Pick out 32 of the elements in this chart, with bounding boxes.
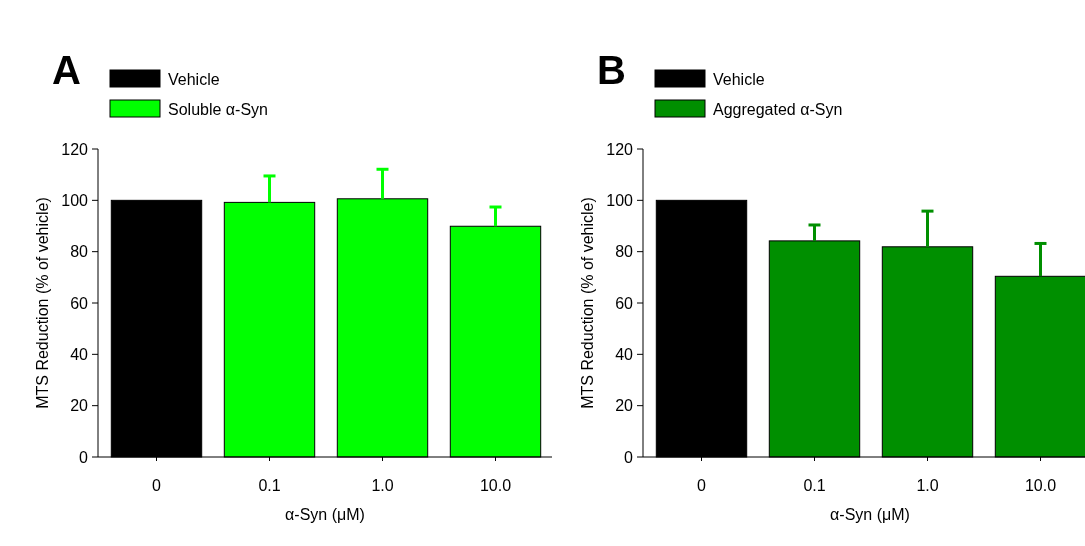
x-axis-title: α-Syn (μM) [285,506,365,523]
y-tick-label: 60 [615,294,634,312]
x-tick-label: 1.0 [371,477,394,494]
legend-label: Vehicle [713,70,765,88]
x-tick-label: 1.0 [916,477,939,494]
y-tick-label: 0 [624,448,634,466]
x-axis-title: α-Syn (μM) [830,506,910,523]
y-tick-label: 60 [70,294,89,312]
y-tick-label: 80 [615,243,634,261]
y-tick-label: 120 [606,140,634,158]
legend-label: Aggregated α-Syn [713,100,843,118]
y-tick-label: 100 [61,191,89,209]
y-axis-title: MTS Reduction (% of vehicle) [34,197,51,409]
y-axis-title: MTS Reduction (% of vehicle) [579,197,596,409]
y-tick-label: 80 [70,243,89,261]
y-tick-label: 0 [79,448,89,466]
y-tick-label: 100 [606,191,634,209]
x-tick-label: 10.0 [479,477,512,494]
x-tick-label: 0.1 [258,477,281,494]
y-tick-label: 20 [615,397,634,415]
chart-title: A [52,48,81,92]
y-tick-label: 40 [70,345,89,363]
y-tick-label: 120 [61,140,89,158]
legend-label: Soluble α-Syn [168,100,268,118]
legend-label: Vehicle [168,70,220,88]
x-tick-label: 0 [152,477,162,494]
x-tick-label: 0 [697,477,707,494]
chart-title: B [597,48,626,92]
x-tick-label: 0.1 [803,477,826,494]
y-tick-label: 40 [615,345,634,363]
y-tick-label: 20 [70,397,89,415]
x-tick-label: 10.0 [1024,477,1057,494]
